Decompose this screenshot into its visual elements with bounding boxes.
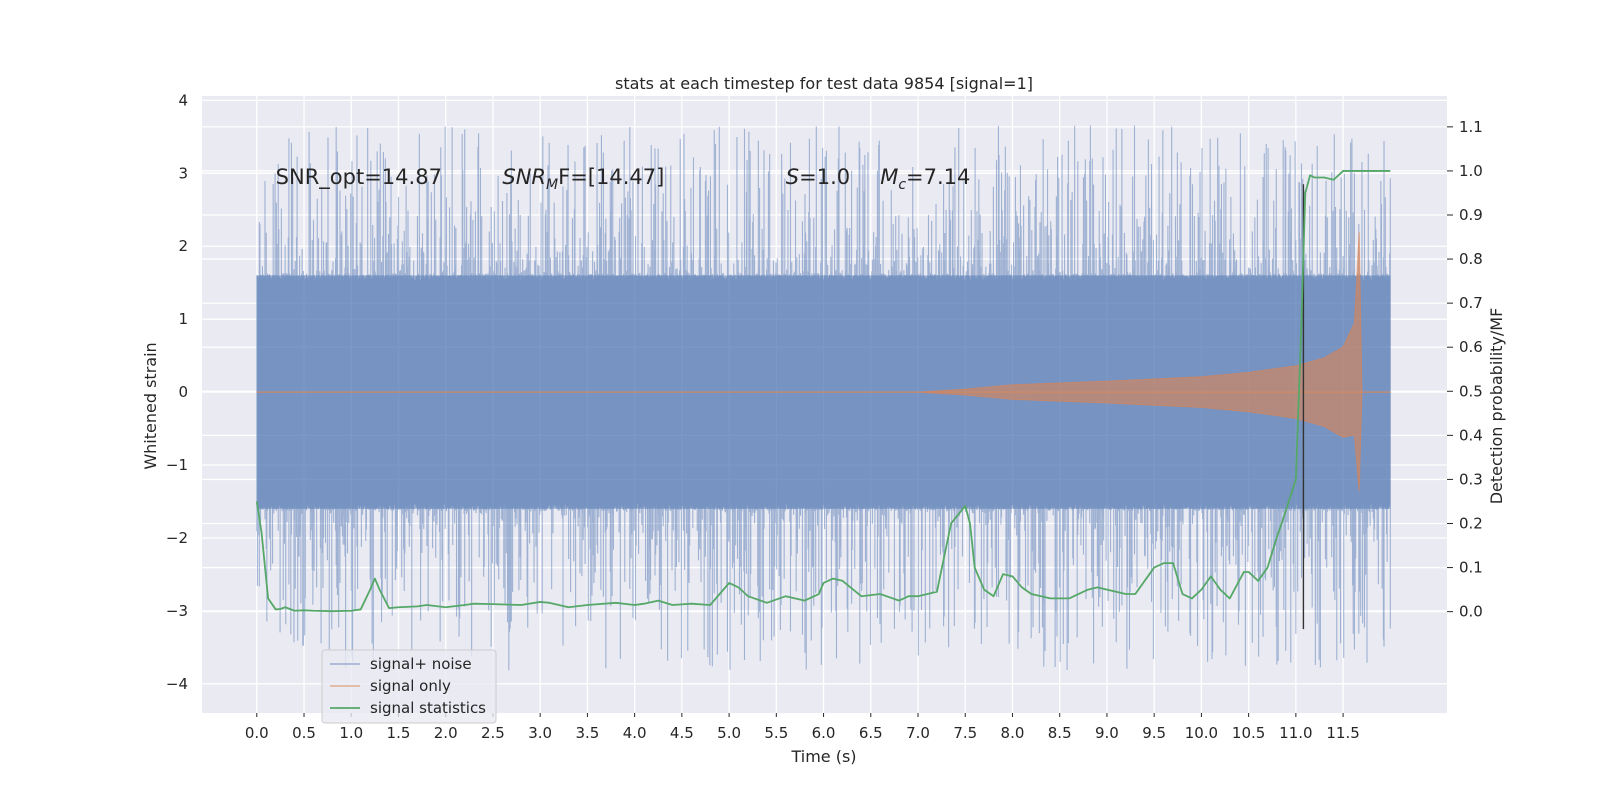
y2-tick-label: 0.5 — [1459, 382, 1483, 400]
x-tick-label: 5.0 — [717, 724, 741, 742]
y-tick-label: −3 — [166, 602, 188, 620]
y-tick-label: 2 — [178, 237, 188, 255]
legend: signal+ noise signal only signal statist… — [321, 649, 497, 724]
y2-tick-label: 1.1 — [1459, 118, 1483, 136]
legend-label-signal-noise: signal+ noise — [370, 655, 472, 673]
x-tick-label: 10.0 — [1185, 724, 1218, 742]
annotations: SNR_opt=14.87 SNRMF=[14.47] S=1.0 Mc=7.14 — [276, 165, 971, 193]
y-tick-label: −2 — [166, 529, 188, 547]
y-tick-label: 4 — [178, 91, 188, 109]
x-tick-label: 1.5 — [387, 724, 411, 742]
y-tick-label: −4 — [166, 675, 188, 693]
x-tick-label: 0.0 — [245, 724, 269, 742]
x-tick-label: 3.5 — [575, 724, 599, 742]
y2-tick-label: 0.8 — [1459, 250, 1483, 268]
y2-tick-label: 0.0 — [1459, 603, 1483, 621]
x-tick-label: 2.0 — [434, 724, 458, 742]
y-tick-label: 0 — [178, 383, 188, 401]
annotation-1: SNRMF=[14.47] — [502, 165, 664, 193]
x-tick-label: 4.0 — [623, 724, 647, 742]
x-tick-label: 5.5 — [764, 724, 788, 742]
y-axis-label: Whitened strain — [141, 342, 160, 469]
y2-tick-label: 0.7 — [1459, 294, 1483, 312]
x-tick-label: 1.0 — [339, 724, 363, 742]
right-y-axis-ticks: 0.0 0.1 0.2 0.3 0.4 0.5 0.6 0.7 0.8 0.9 1.0 1.1 — [1447, 118, 1483, 621]
x-tick-label: 4.5 — [670, 724, 694, 742]
y2-tick-label: 1.0 — [1459, 162, 1483, 180]
x-tick-label: 2.5 — [481, 724, 505, 742]
annotation-0: SNR_opt=14.87 — [276, 165, 442, 190]
x-tick-label: 8.5 — [1048, 724, 1072, 742]
annotation-3: Mc=7.14 — [880, 165, 970, 193]
legend-label-signal-statistics: signal statistics — [370, 699, 486, 717]
x-tick-label: 9.0 — [1095, 724, 1119, 742]
legend-label-signal-only: signal only — [370, 677, 451, 695]
x-axis-label: Time (s) — [790, 747, 856, 766]
y2-tick-label: 0.3 — [1459, 470, 1483, 488]
x-tick-label: 7.5 — [953, 724, 977, 742]
x-tick-label: 8.0 — [1001, 724, 1025, 742]
chart-title: stats at each timestep for test data 985… — [615, 74, 1033, 93]
annotation-2: S=1.0 — [786, 165, 850, 189]
x-tick-label: 0.5 — [292, 724, 316, 742]
y-tick-label: 1 — [178, 310, 188, 328]
x-tick-label: 11.5 — [1326, 724, 1359, 742]
x-tick-label: 6.5 — [859, 724, 883, 742]
grid-lines — [202, 96, 1447, 713]
signal-only-series — [256, 231, 1391, 492]
y2-tick-label: 0.4 — [1459, 426, 1483, 444]
signal-statistics-line — [255, 170, 1391, 613]
signal-statistics-series — [255, 170, 1391, 613]
y-tick-label: −1 — [166, 456, 188, 474]
signal-only-envelope — [256, 231, 1391, 492]
x-tick-label: 7.0 — [906, 724, 930, 742]
x-tick-label: 10.5 — [1232, 724, 1265, 742]
legend-box — [321, 649, 497, 724]
y2-tick-label: 0.1 — [1459, 559, 1483, 577]
left-y-axis-ticks: −4 −3 −2 −1 0 1 2 3 4 — [166, 91, 188, 692]
y2-tick-label: 0.6 — [1459, 338, 1483, 356]
x-tick-label: 3.0 — [528, 724, 552, 742]
y2-tick-label: 0.2 — [1459, 514, 1483, 532]
x-tick-label: 6.0 — [812, 724, 836, 742]
y2-axis-label: Detection probability/MF — [1487, 308, 1506, 505]
x-tick-label: 9.5 — [1142, 724, 1166, 742]
y-tick-label: 3 — [178, 164, 188, 182]
x-axis-ticks: 0.0 0.5 1.0 1.5 2.0 2.5 3.0 3.5 4.0 4.5 5.0 5.5 6.0 6… — [245, 713, 1360, 742]
x-tick-label: 11.0 — [1279, 724, 1312, 742]
y2-tick-label: 0.9 — [1459, 206, 1483, 224]
